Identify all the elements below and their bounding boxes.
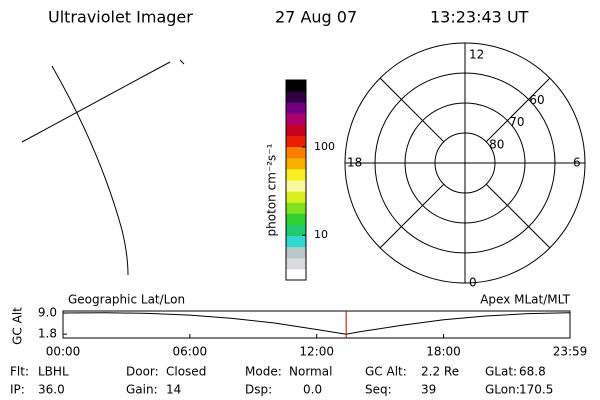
info-value: 170.5 [519,383,553,397]
left-title: Geographic Lat/Lon [68,293,185,307]
info-label: Gain: [126,383,158,397]
colorbar-cell [286,246,306,259]
mlt-label: 6 [573,156,581,170]
lat-label: 60 [529,93,544,107]
info-value: Normal [289,365,332,379]
info-value: 2.2 Re [421,365,459,379]
info-value: Closed [166,365,206,379]
colorbar-tick-label: 10 [314,228,328,241]
colorbar-cell [286,180,306,192]
x-tick-label: 00:00 [46,345,81,359]
info-label: GLat: [485,365,517,379]
x-tick-label: 12:00 [299,345,334,359]
mlt-label: 12 [469,48,484,62]
geo-line [179,59,185,65]
info-value: 39 [421,383,436,397]
info-label: Flt: [10,365,29,379]
info-label: Door: [126,365,159,379]
colorbar-cell [286,235,306,248]
info-value: 0.0 [303,383,322,397]
diag-line [485,183,551,249]
time: 13:23:43 UT [430,8,529,27]
colorbar-cell [286,80,306,92]
image-panel [21,59,185,276]
info-label: Seq: [365,383,392,397]
diag-line [379,77,445,143]
info-label: Mode: [245,365,282,379]
x-tick-label: 06:00 [173,345,208,359]
colorbar-cell [286,224,306,237]
colorbar-cell [286,91,306,103]
instrument: Ultraviolet Imager [48,8,193,27]
colorbar-cell [286,202,306,214]
info-value: 14 [166,383,181,397]
colorbar-cell [286,135,306,148]
colorbar-cell [286,191,306,203]
info-label: IP: [10,383,25,397]
info-value: 36.0 [38,383,65,397]
colorbar-cell [286,146,306,159]
colorbar-cell [286,213,306,225]
altitude-line [62,312,571,335]
right-title: Apex MLat/MLT [480,293,570,307]
info-value: 68.8 [519,365,546,379]
polar-grid [344,42,586,284]
diag-line [379,183,445,249]
date: 27 Aug 07 [275,8,357,27]
lat-label: 70 [509,115,524,129]
colorbar-cell [286,124,306,137]
y-tick-label: 1.8 [38,327,57,341]
colorbar-cell [286,168,306,181]
info-value: LBHL [38,365,69,379]
geo-line [21,61,171,143]
info-label: GLon: [485,383,520,397]
colorbar-cell [286,102,306,114]
y-axis-label: GC Alt [11,307,25,345]
colorbar-cell [286,113,306,125]
mlt-label: 18 [347,156,362,170]
colorbar-label: photon cm⁻²s⁻¹ [265,143,279,236]
colorbar-cell [286,268,306,281]
colorbar-cell [286,257,306,270]
info-label: GC Alt: [365,365,407,379]
colorbar-frame [285,79,307,281]
diag-line [485,77,551,143]
x-tick-label: 18:00 [426,345,461,359]
geo-line [51,65,129,276]
colorbar-tick-label: 100 [314,140,335,153]
lat-label: 80 [489,137,504,151]
x-tick-label: 23:59 [553,345,588,359]
info-label: Dsp: [245,383,272,397]
y-tick-label: 9.0 [38,306,57,320]
colorbar-cell [286,157,306,170]
mlt-label: 0 [469,276,477,290]
